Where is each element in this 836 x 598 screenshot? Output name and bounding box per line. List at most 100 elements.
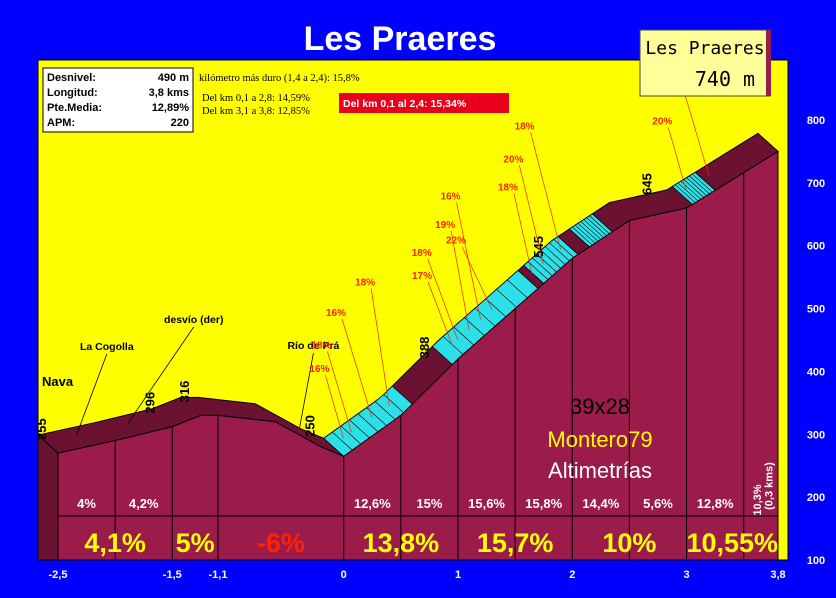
place-leader (299, 352, 314, 429)
ramp-leader (341, 318, 373, 418)
steep-section-divider (553, 239, 574, 258)
stats-box: Desnivel: 490 m Longitud: 3,8 kms Pte.Me… (42, 67, 194, 133)
altitude-label: 645 (640, 173, 655, 195)
y-tick-label: 700 (807, 178, 825, 190)
altitude-label: 250 (303, 415, 318, 437)
place-leader (76, 353, 108, 435)
stat-value-apm: 220 (171, 117, 189, 129)
steep-section-divider (689, 175, 710, 195)
y-tick-label: 400 (807, 366, 825, 378)
stat-label-longitud: Longitud: (47, 87, 98, 99)
steep-section-divider (383, 394, 404, 413)
steep-section-divider (507, 279, 528, 299)
x-tick-label: 3,8 (770, 569, 785, 581)
profile-side (37, 434, 59, 561)
steep-section-divider (340, 425, 362, 445)
steep-section-divider (683, 179, 704, 198)
steep-section-divider (544, 246, 566, 265)
segment-gradient-label: 4% (77, 496, 96, 511)
km-gradient-label: 15,7% (477, 528, 554, 558)
altitude-label: 388 (417, 337, 432, 359)
steep-section-divider (586, 217, 607, 236)
ramp-leader (461, 246, 493, 310)
km-gradient-label: 4,1% (84, 528, 146, 558)
altitude-label: 296 (143, 392, 158, 414)
km-gradient-label: 13,8% (363, 528, 440, 558)
last-segment-note: 10,3% (752, 484, 764, 515)
x-tick-label: -1,5 (163, 569, 182, 581)
steep-section-divider (532, 257, 553, 277)
steep-section-divider (453, 326, 474, 346)
summit-name: Les Praeres (645, 38, 764, 59)
y-tick-label: 600 (807, 241, 825, 253)
steep-section-divider (589, 215, 610, 234)
steep-section-divider (577, 223, 599, 242)
stat-label-desnivel: Desnivel: (47, 72, 96, 84)
steep-section-divider (349, 419, 370, 439)
last-segment-note: (0,3 kms) (763, 462, 775, 510)
stat-value-longitud: 3,8 kms (149, 87, 189, 99)
segment-gradient-label: 12,8% (697, 496, 734, 511)
steep-section-divider (374, 401, 396, 420)
place-label: La Cogolla (80, 341, 134, 353)
place-label: desvío (der) (164, 314, 224, 326)
x-tick-label: 0 (341, 569, 347, 581)
credit-line2: Montero79 (547, 427, 652, 452)
ramp-percentage: 17% (412, 271, 432, 282)
ramp-leader (327, 351, 352, 433)
x-tick-label: -1,1 (209, 569, 228, 581)
steep-section-divider (583, 219, 604, 238)
x-tick-label: 1 (455, 569, 461, 581)
ramp-leader (530, 132, 561, 250)
ramp-percentage: 19% (435, 220, 455, 231)
ramp-percentage: 18% (498, 182, 518, 193)
ramp-leader (427, 281, 453, 345)
ramp-percentage: 16% (309, 364, 329, 375)
segment-gradient-label: 4,2% (129, 496, 159, 511)
y-tick-label: 800 (807, 115, 825, 127)
stat-value-desnivel: 490 m (158, 72, 189, 84)
note-km-b: Del km 3,1 a 3,8: 12,85% (202, 106, 310, 117)
altitude-label: 545 (531, 236, 546, 258)
stat-value-pendiente: 12,89% (152, 102, 190, 114)
x-tick-label: -2,5 (49, 569, 68, 581)
highlight-box (339, 93, 509, 113)
steep-section-divider (572, 226, 593, 246)
x-tick-label: 2 (569, 569, 575, 581)
steep-section-divider (442, 336, 464, 355)
steep-section-divider (536, 253, 557, 273)
ramp-leader (325, 375, 344, 439)
steep-section-divider (677, 182, 699, 202)
km-gradient-label: 10% (602, 528, 656, 558)
y-tick-label: 500 (807, 304, 825, 316)
ramp-leader (427, 258, 459, 340)
ramp-leader (513, 193, 533, 275)
profile-layer: 4% 4,2% 12,6% 15% 15,6% 15,8% 14,4% 5,6% 12,8% 10… (34, 84, 779, 561)
ramp-percentage: 18% (355, 278, 375, 289)
credit-line3: Altimetrías (548, 458, 652, 483)
km-gradient-label: 10,55% (686, 528, 778, 558)
steep-section-divider (357, 413, 379, 432)
steep-section-divider (686, 177, 707, 196)
segment-gradient-label: 15% (416, 496, 442, 511)
ramp-leader (519, 165, 544, 265)
steep-section-divider (540, 250, 562, 269)
km-gradient-label: 5% (176, 528, 215, 558)
altitude-label: 255 (34, 418, 49, 440)
place-leader (127, 326, 195, 424)
y-tick-label: 200 (807, 492, 825, 504)
steep-section-divider (692, 173, 713, 193)
profile-area (57, 150, 779, 561)
ramp-leader (684, 95, 710, 177)
note-highlight: Del km 0,1 al 2,4: 15,34% (343, 98, 467, 110)
x-tick-label: 3 (684, 569, 690, 581)
credit-line1: 39x28 (570, 394, 630, 419)
ramp-leader (370, 288, 390, 406)
y-tick-label: 100 (807, 555, 825, 567)
altitude-label: 316 (177, 381, 192, 403)
segment-gradient-label: 12,6% (354, 496, 391, 511)
ramp-percentage: 18% (515, 121, 535, 132)
place-label: Río de Prá (287, 340, 339, 352)
